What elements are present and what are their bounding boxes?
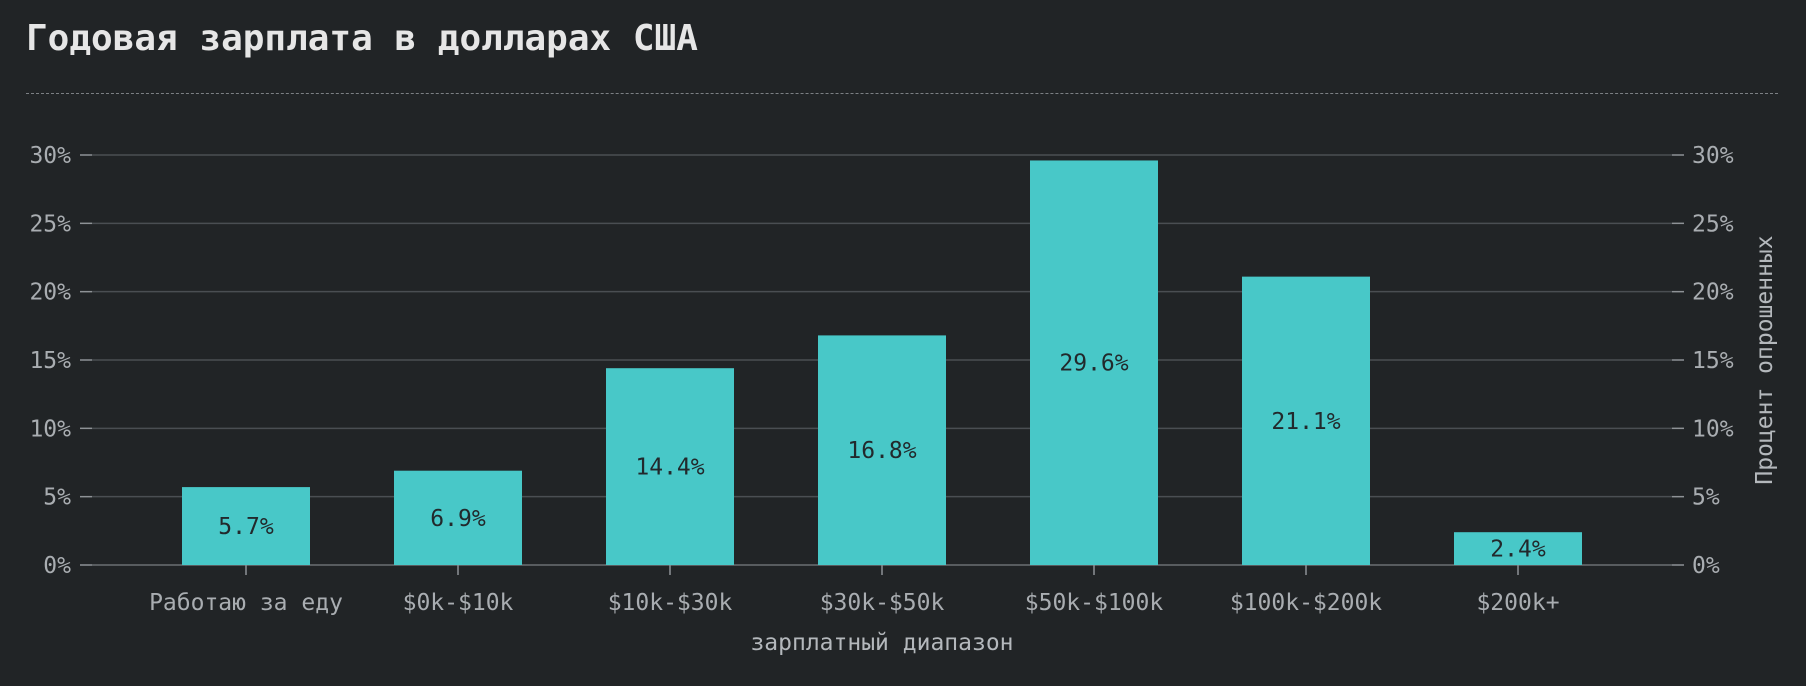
x-tick-label: $0k-$10k	[403, 590, 514, 616]
x-axis-title: зарплатный диапазон	[750, 630, 1013, 656]
y-tick-label: 30%	[29, 143, 71, 169]
chart-title: Годовая зарплата в долларах США	[26, 18, 698, 59]
x-axis: Работаю за еду $0k-$10k $10k-$30k $30k-$50k…	[149, 565, 1560, 616]
y-tick-label: 10%	[29, 416, 71, 442]
x-tick-label: $30k-$50k	[820, 590, 945, 616]
bar	[606, 368, 734, 565]
bar	[1454, 532, 1582, 565]
bar-value-label: 6.9%	[430, 506, 486, 532]
y-tick-label-right: 15%	[1692, 348, 1734, 374]
bar-value-label: 29.6%	[1059, 351, 1128, 377]
bar-value-label: 14.4%	[635, 455, 704, 481]
bar	[1242, 276, 1370, 565]
x-tick-label: Работаю за еду	[149, 590, 343, 616]
y-tick-label: 15%	[29, 348, 71, 374]
x-tick-label: $200k+	[1476, 590, 1559, 616]
bar	[182, 487, 310, 565]
bar	[394, 470, 522, 565]
gridlines	[92, 154, 1672, 566]
bar-value-label: 16.8%	[847, 438, 916, 464]
y-tick-label-right: 0%	[1692, 553, 1720, 579]
x-tick-label: $10k-$30k	[608, 590, 733, 616]
bar	[1030, 160, 1158, 565]
right-y-axis: 0% 5% 10% 15% 20% 25% 30%	[1672, 143, 1734, 579]
bar-value-label: 5.7%	[218, 514, 274, 540]
y-tick-label-right: 30%	[1692, 143, 1734, 169]
x-tick-label: $100k-$200k	[1230, 590, 1382, 616]
y-tick-label-right: 20%	[1692, 280, 1734, 306]
x-tick-label: $50k-$100k	[1025, 590, 1164, 616]
y-tick-label-right: 5%	[1692, 485, 1720, 511]
bars	[182, 160, 1582, 565]
bar-value-label: 21.1%	[1271, 409, 1340, 435]
bar-labels: 5.7% 6.9% 14.4% 16.8% 29.6% 21.1% 2.4%	[218, 351, 1546, 563]
y-axis-title: Процент опрошенных	[1752, 235, 1778, 484]
y-tick-label-right: 25%	[1692, 211, 1734, 237]
y-tick-label: 5%	[43, 485, 71, 511]
left-y-axis: 0% 5% 10% 15% 20% 25% 30%	[29, 143, 92, 579]
bar	[818, 335, 946, 565]
y-tick-label-right: 10%	[1692, 416, 1734, 442]
bar-value-label: 2.4%	[1490, 537, 1546, 563]
y-tick-label: 25%	[29, 211, 71, 237]
title-divider	[26, 93, 1778, 94]
y-tick-label: 20%	[29, 280, 71, 306]
y-tick-label: 0%	[43, 553, 71, 579]
